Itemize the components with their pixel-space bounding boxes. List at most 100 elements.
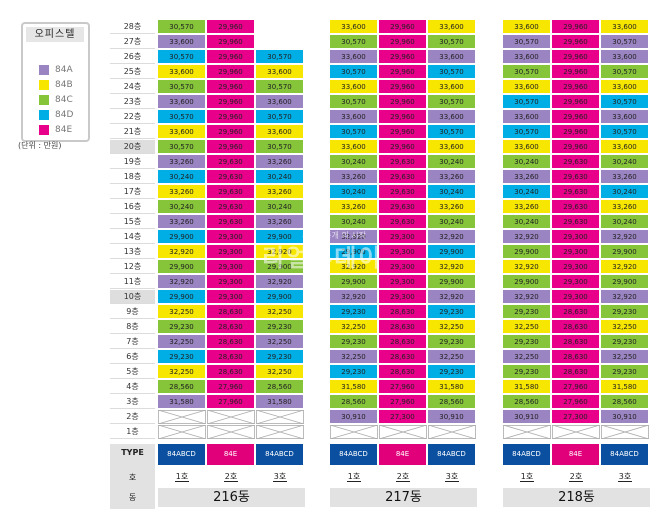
price-cell: 30,240 — [256, 170, 304, 184]
price-cell: 30,240 — [503, 185, 551, 199]
price-cell: 29,230 — [503, 365, 551, 379]
price-cell: 32,920 — [601, 260, 649, 274]
price-cell: 29,960 — [207, 80, 255, 94]
empty-unit-cell — [601, 425, 649, 439]
price-cell: 29,300 — [207, 290, 255, 304]
price-cell: 32,250 — [158, 335, 206, 349]
price-cell: 29,960 — [552, 35, 600, 49]
floor-label: 28층 — [110, 20, 155, 34]
price-cell: 30,570 — [503, 35, 551, 49]
footer-label-bg — [110, 444, 155, 509]
price-cell: 33,600 — [428, 20, 476, 34]
price-cell: 29,230 — [503, 305, 551, 319]
price-cell: 30,240 — [256, 200, 304, 214]
price-cell: 29,300 — [379, 245, 427, 259]
price-cell: 30,240 — [601, 185, 649, 199]
ho-label: 호 — [128, 473, 137, 482]
blank-cell — [256, 20, 304, 34]
price-cell: 27,960 — [379, 380, 427, 394]
price-cell: 33,600 — [503, 80, 551, 94]
empty-unit-cell — [207, 425, 255, 439]
price-cell: 29,230 — [428, 335, 476, 349]
floor-label: 22층 — [110, 110, 155, 124]
empty-unit-cell — [256, 410, 304, 424]
price-cell: 27,960 — [207, 395, 255, 409]
price-cell: 32,250 — [330, 350, 378, 364]
price-cell: 33,260 — [330, 200, 378, 214]
price-cell: 32,920 — [503, 260, 551, 274]
price-cell: 28,630 — [379, 350, 427, 364]
unit-number: 3호 — [428, 468, 476, 486]
floor-label: 5층 — [110, 365, 155, 379]
price-cell: 29,960 — [552, 95, 600, 109]
price-cell: 29,230 — [158, 350, 206, 364]
price-cell: 29,900 — [330, 245, 378, 259]
unit-note: (단위 : 만원) — [18, 141, 62, 150]
price-cell: 29,900 — [256, 260, 304, 274]
price-cell: 29,900 — [503, 275, 551, 289]
unit-number: 2호 — [379, 468, 427, 486]
building-name: 218동 — [503, 488, 650, 507]
price-cell: 29,300 — [379, 290, 427, 304]
price-cell: 33,600 — [503, 140, 551, 154]
price-cell: 33,600 — [158, 35, 206, 49]
price-cell: 28,630 — [552, 350, 600, 364]
price-cell: 30,240 — [601, 215, 649, 229]
price-cell: 33,600 — [601, 20, 649, 34]
price-cell: 30,570 — [158, 20, 206, 34]
price-cell: 29,300 — [552, 275, 600, 289]
legend-label: 84B — [55, 80, 73, 90]
price-cell: 33,600 — [503, 50, 551, 64]
price-cell: 30,240 — [330, 215, 378, 229]
floor-label: 11층 — [110, 275, 155, 289]
price-cell: 28,560 — [601, 395, 649, 409]
price-cell: 30,570 — [428, 65, 476, 79]
blank-cell — [256, 35, 304, 49]
price-cell: 29,900 — [256, 290, 304, 304]
price-cell: 30,570 — [428, 95, 476, 109]
price-cell: 29,630 — [379, 185, 427, 199]
floor-label: 9층 — [110, 305, 155, 319]
price-cell: 32,920 — [503, 290, 551, 304]
price-cell: 29,960 — [379, 65, 427, 79]
price-cell: 29,960 — [207, 20, 255, 34]
price-cell: 29,630 — [379, 155, 427, 169]
price-cell: 28,630 — [379, 305, 427, 319]
floor-label: 18층 — [110, 170, 155, 184]
price-cell: 30,570 — [158, 110, 206, 124]
unit-number-text: 3호 — [444, 472, 460, 482]
price-cell: 32,920 — [256, 275, 304, 289]
floor-label: 20층 — [110, 140, 155, 154]
price-cell: 29,900 — [503, 245, 551, 259]
price-cell: 30,240 — [158, 170, 206, 184]
price-cell: 33,260 — [256, 155, 304, 169]
type-cell: 84ABCD — [330, 444, 378, 465]
price-cell: 29,230 — [256, 350, 304, 364]
empty-unit-cell — [503, 425, 551, 439]
price-cell: 31,580 — [428, 380, 476, 394]
floor-label: 15층 — [110, 215, 155, 229]
building-name: 217동 — [330, 488, 477, 507]
unit-number: 2호 — [552, 468, 600, 486]
price-cell: 29,300 — [207, 230, 255, 244]
price-cell: 29,630 — [552, 170, 600, 184]
price-cell: 29,960 — [207, 35, 255, 49]
watermark: 부동산중개 의 시작 리얼투데이 — [262, 231, 382, 273]
price-cell: 29,300 — [552, 290, 600, 304]
price-cell: 29,900 — [428, 245, 476, 259]
price-cell: 30,570 — [256, 140, 304, 154]
price-cell: 30,570 — [330, 95, 378, 109]
price-cell: 29,300 — [552, 245, 600, 259]
price-cell: 33,600 — [158, 65, 206, 79]
price-cell: 29,230 — [601, 335, 649, 349]
price-cell: 31,580 — [158, 395, 206, 409]
price-cell: 32,920 — [601, 230, 649, 244]
unit-number-text: 2호 — [223, 472, 239, 482]
price-cell: 32,250 — [256, 335, 304, 349]
floor-label: 27층 — [110, 35, 155, 49]
price-cell: 31,580 — [330, 380, 378, 394]
price-cell: 33,260 — [158, 215, 206, 229]
price-cell: 28,630 — [552, 320, 600, 334]
type-cell: 84ABCD — [601, 444, 649, 465]
price-cell: 27,300 — [552, 410, 600, 424]
